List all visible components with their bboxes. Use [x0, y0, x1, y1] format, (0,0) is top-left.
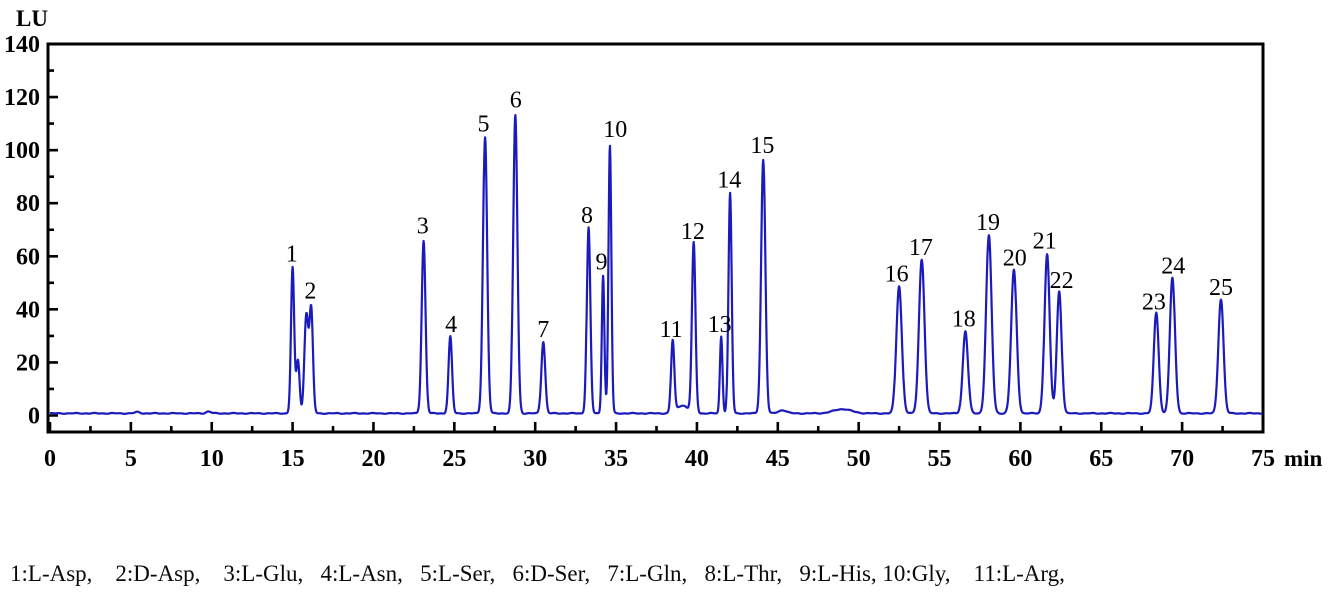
x-tick-label: 10 — [200, 446, 224, 472]
peak-label-5: 5 — [477, 112, 489, 138]
peak-label-3: 3 — [417, 214, 429, 240]
peak-label-1: 1 — [286, 242, 298, 268]
peak-label-6: 6 — [510, 88, 522, 114]
peak-label-10: 10 — [603, 117, 627, 143]
x-tick-label: 15 — [281, 446, 305, 472]
peak-label-24: 24 — [1161, 254, 1185, 280]
peak-label-23: 23 — [1142, 289, 1166, 315]
x-tick-label: 20 — [361, 446, 385, 472]
y-tick-label: 40 — [16, 297, 40, 323]
y-tick-label: 100 — [4, 138, 40, 164]
x-tick-label: 75 — [1251, 446, 1275, 472]
y-tick-label: 20 — [16, 350, 40, 376]
y-tick-label: 0 — [28, 404, 40, 430]
peak-label-15: 15 — [750, 133, 774, 159]
x-tick-label: 60 — [1008, 446, 1032, 472]
peak-label-20: 20 — [1003, 246, 1027, 272]
peak-label-13: 13 — [708, 312, 732, 338]
x-tick-label: 65 — [1089, 446, 1113, 472]
y-tick-label: 140 — [4, 32, 40, 58]
plot-frame — [46, 42, 1265, 434]
x-tick-label: 0 — [44, 446, 56, 472]
peak-label-12: 12 — [681, 219, 705, 245]
x-tick-label: 50 — [847, 446, 871, 472]
peak-legend-caption: 1:L-Asp, 2:D-Asp, 3:L-Glu, 4:L-Asn, 5:L-… — [10, 494, 1325, 593]
y-tick-label: 120 — [4, 85, 40, 111]
x-tick-label: 30 — [523, 446, 547, 472]
peak-label-8: 8 — [581, 203, 593, 229]
peak-label-16: 16 — [885, 261, 909, 287]
y-tick-label: 60 — [16, 244, 40, 270]
y-axis-unit-label: LU — [16, 6, 48, 31]
x-tick-label: 55 — [928, 446, 952, 472]
chromatogram-trace — [49, 114, 1263, 415]
peak-label-22: 22 — [1050, 268, 1074, 294]
peak-label-17: 17 — [909, 235, 933, 261]
legend-line-1: 1:L-Asp, 2:D-Asp, 3:L-Glu, 4:L-Asn, 5:L-… — [10, 561, 1065, 586]
x-tick-label: 70 — [1170, 446, 1194, 472]
x-tick-label: 25 — [442, 446, 466, 472]
peak-label-19: 19 — [976, 210, 1000, 236]
peak-label-25: 25 — [1209, 275, 1233, 301]
axis-ticks — [48, 42, 1265, 432]
y-tick-label: 80 — [16, 191, 40, 217]
peak-label-4: 4 — [445, 312, 457, 338]
peak-label-18: 18 — [952, 307, 976, 333]
peak-label-2: 2 — [304, 279, 316, 305]
peak-label-11: 11 — [660, 317, 683, 343]
peak-label-14: 14 — [717, 167, 741, 193]
x-tick-label: 35 — [604, 446, 628, 472]
peak-label-9: 9 — [596, 250, 608, 276]
x-tick-label: 5 — [125, 446, 137, 472]
x-axis-unit-label: min — [1284, 446, 1323, 471]
x-tick-label: 45 — [766, 446, 790, 472]
chromatogram-plot: 0 5 10 15 20 25 30 35 40 45 50 55 60 65 70 750204060801… — [4, 6, 1323, 472]
peak-label-7: 7 — [537, 317, 549, 343]
peak-label-21: 21 — [1033, 228, 1057, 254]
x-tick-label: 40 — [685, 446, 709, 472]
